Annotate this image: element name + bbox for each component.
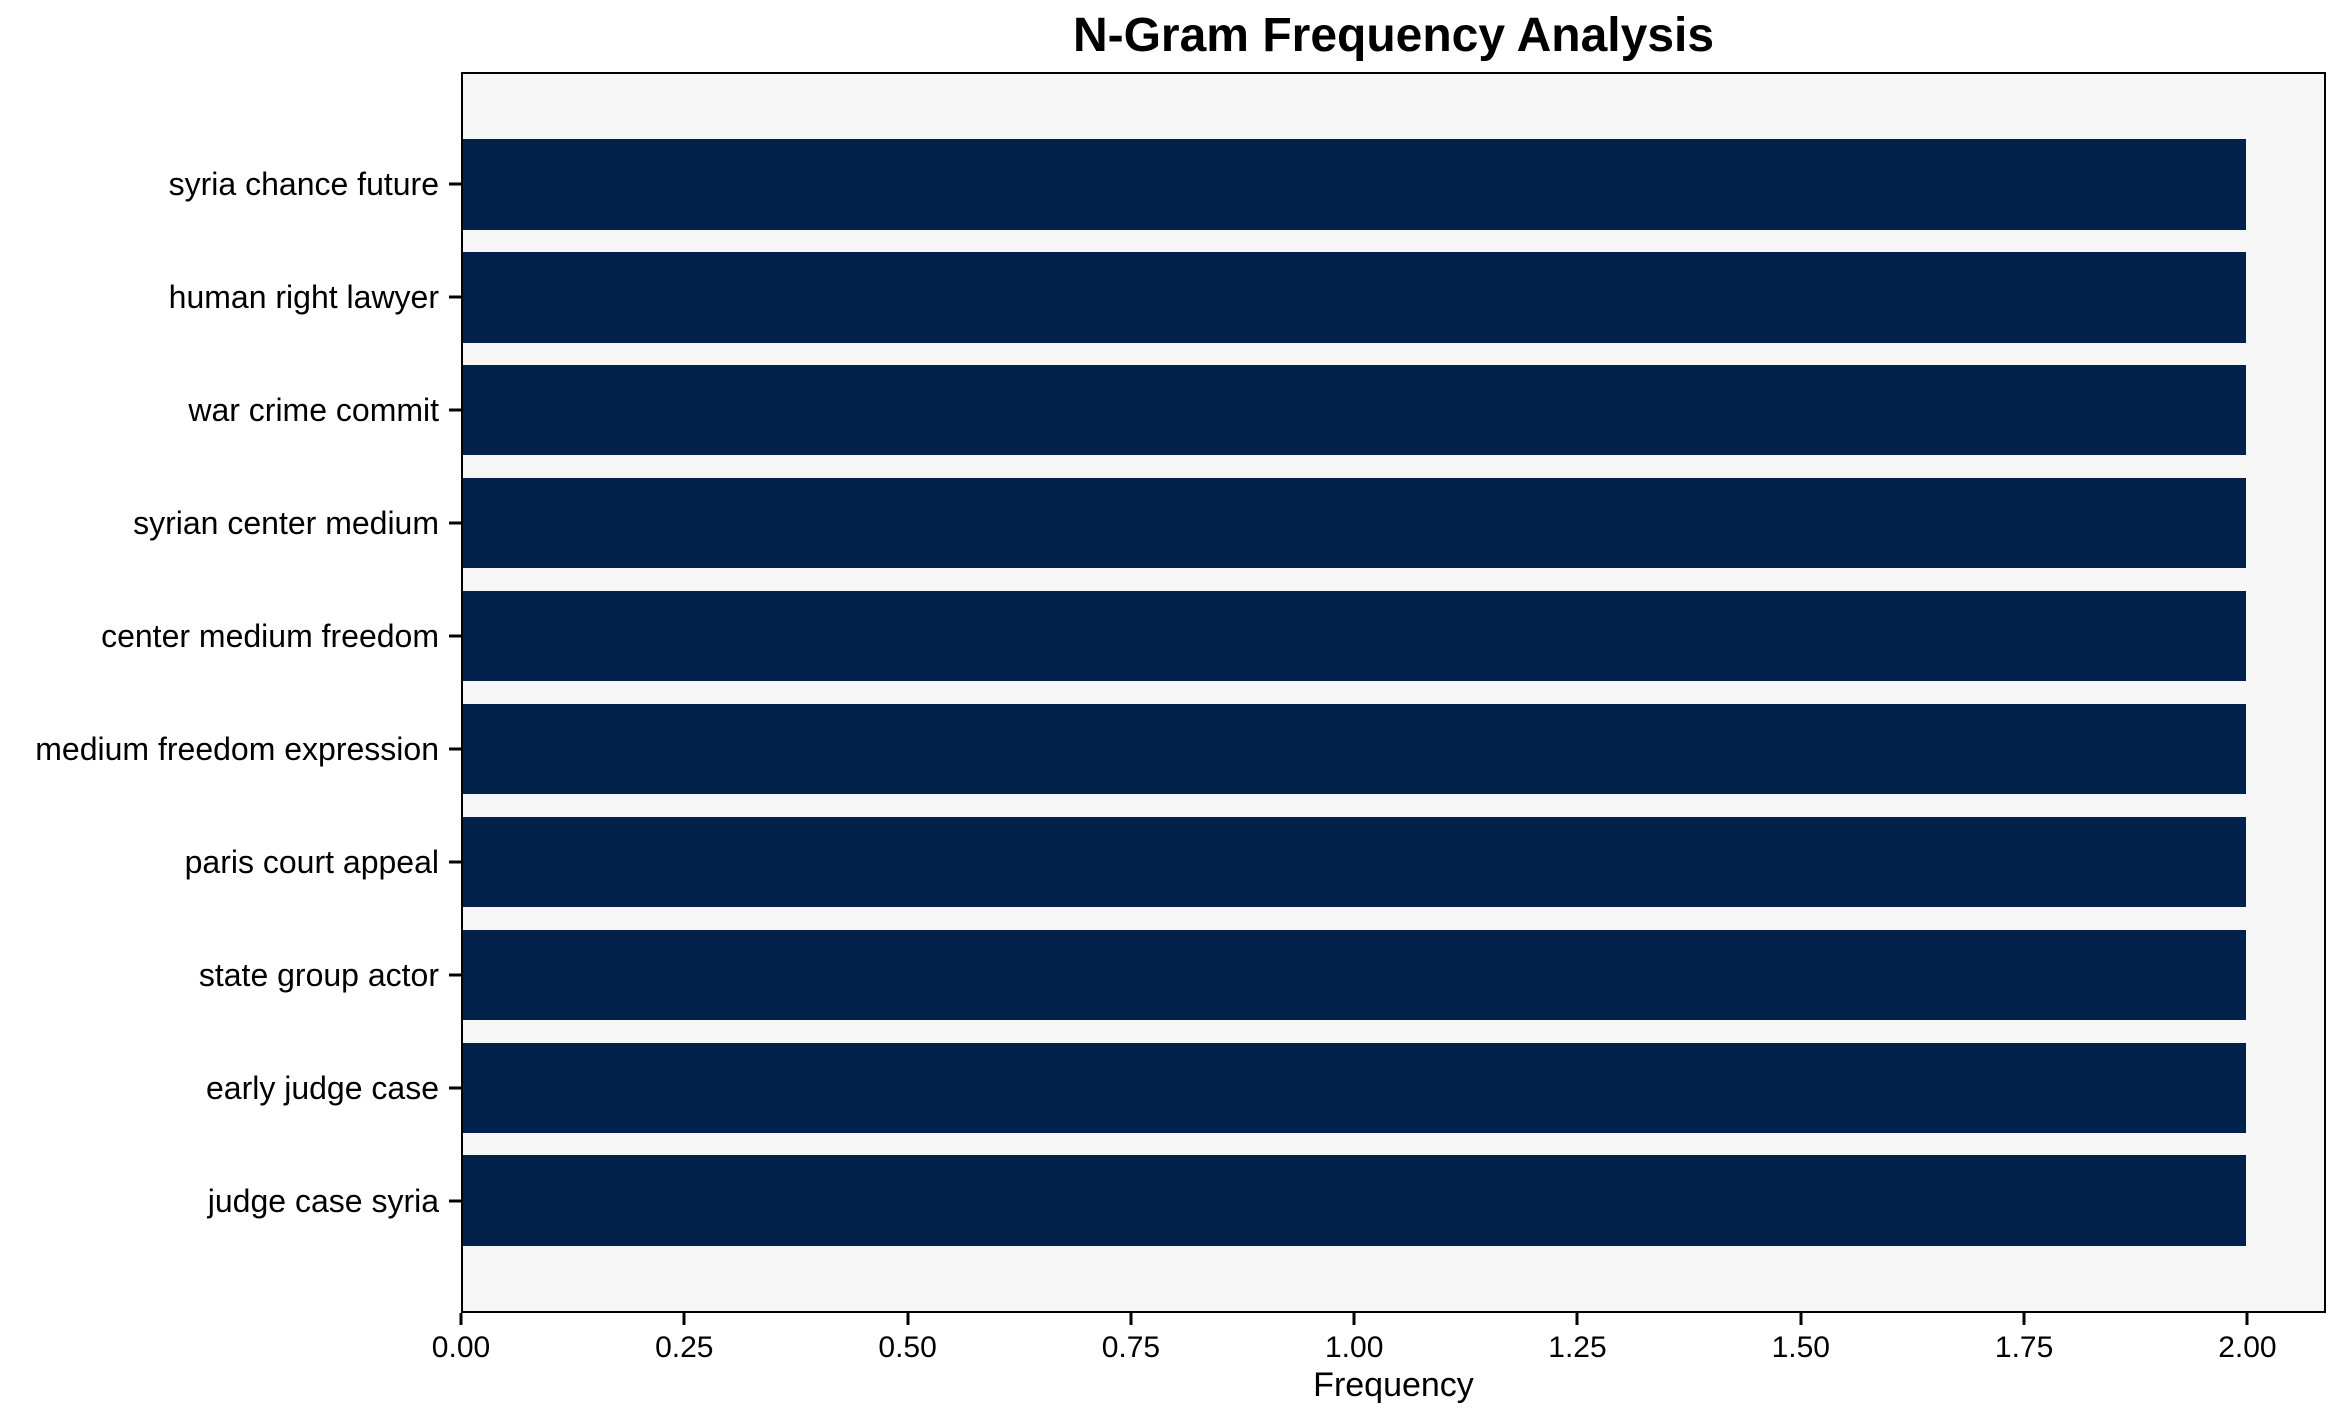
x-tick-mark xyxy=(1575,1313,1579,1325)
bar xyxy=(463,252,2246,343)
x-tick-label: 1.75 xyxy=(1994,1331,2054,1364)
bars-container: syria chance future human right lawyer war… xyxy=(35,74,2324,1311)
bar-row: war crime commit xyxy=(188,354,2324,467)
x-tick-label: 1.25 xyxy=(1548,1331,1607,1364)
bar xyxy=(463,816,2246,908)
y-tick-label: paris court appeal xyxy=(184,843,439,880)
y-tick-label: medium freedom expression xyxy=(35,730,439,767)
x-tick-label: 2.00 xyxy=(2218,1331,2277,1364)
y-tick-mark xyxy=(449,973,461,977)
y-tick-mark xyxy=(449,747,461,751)
chart-title: N-Gram Frequency Analysis xyxy=(1072,9,1715,62)
bar-row: state group actor xyxy=(199,918,2324,1031)
bar-row: syria chance future xyxy=(169,128,2324,241)
bar xyxy=(463,1042,2246,1133)
y-tick-mark xyxy=(449,295,461,299)
x-tick-label: 1.50 xyxy=(1771,1331,1830,1364)
x-tick-mark xyxy=(906,1313,910,1325)
bar-row: judge case syria xyxy=(208,1144,2324,1257)
x-axis-ticks: 0.00 0.25 0.50 0.75 1.00 1.25 1.50 1.75 2.00 xyxy=(432,1313,2326,1383)
x-tick-mark xyxy=(2245,1313,2249,1325)
x-tick-mark xyxy=(2022,1313,2026,1325)
x-tick-mark xyxy=(1129,1313,1133,1325)
y-tick-label: judge case syria xyxy=(207,1182,439,1219)
y-tick-label: syria chance future xyxy=(168,166,439,203)
x-tick-mark xyxy=(1352,1313,1356,1325)
y-tick-label: state group actor xyxy=(198,956,439,993)
bar xyxy=(463,929,2246,1020)
x-tick-label: 1.00 xyxy=(1324,1331,1384,1364)
y-tick-label: war crime commit xyxy=(188,392,439,429)
bar-row: paris court appeal xyxy=(185,805,2324,918)
y-tick-mark xyxy=(449,521,461,525)
bar-row: syrian center medium xyxy=(133,467,2324,580)
bar-row: human right lawyer xyxy=(169,241,2324,354)
bar xyxy=(463,365,2246,456)
y-tick-mark xyxy=(449,1086,461,1090)
plot-area: syria chance future human right lawyer war… xyxy=(35,72,2326,1313)
x-tick-label: 0.50 xyxy=(878,1331,937,1364)
bar xyxy=(463,1155,2246,1246)
y-tick-mark xyxy=(449,408,461,412)
y-tick-mark xyxy=(449,182,461,186)
y-tick-label: syrian center medium xyxy=(133,505,439,542)
bar-row: early judge case xyxy=(206,1031,2324,1144)
bar-row: medium freedom expression xyxy=(35,693,2324,806)
x-axis-label: Frequency xyxy=(1313,1366,1474,1404)
bar xyxy=(463,478,2246,569)
y-tick-label: early judge case xyxy=(205,1069,439,1106)
bar-row: center medium freedom xyxy=(101,580,2324,693)
x-tick-label: 0.00 xyxy=(431,1331,491,1364)
y-tick-label: center medium freedom xyxy=(101,618,439,655)
y-tick-mark xyxy=(449,1199,461,1203)
bar xyxy=(463,139,2246,230)
x-tick-label: 0.75 xyxy=(1101,1331,1161,1364)
x-tick-mark xyxy=(459,1313,463,1325)
y-tick-label: human right lawyer xyxy=(168,279,439,316)
bar xyxy=(463,590,2246,682)
x-tick-mark xyxy=(682,1313,686,1325)
bar xyxy=(463,703,2246,795)
x-tick-mark xyxy=(1799,1313,1803,1325)
y-tick-mark xyxy=(449,634,461,638)
x-tick-label: 0.25 xyxy=(655,1331,714,1364)
y-tick-mark xyxy=(449,860,461,864)
